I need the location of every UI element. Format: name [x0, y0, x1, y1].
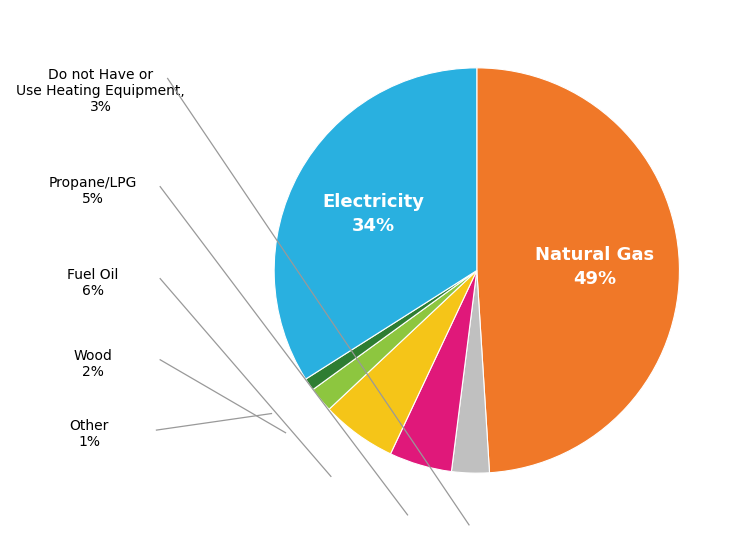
Text: Other
1%: Other 1% — [70, 419, 109, 450]
Text: Natural Gas
49%: Natural Gas 49% — [535, 246, 654, 288]
Wedge shape — [329, 270, 477, 454]
Text: Fuel Oil
6%: Fuel Oil 6% — [68, 268, 118, 298]
Text: Electricity
34%: Electricity 34% — [323, 193, 425, 235]
Text: Propane/LPG
5%: Propane/LPG 5% — [49, 176, 137, 206]
Wedge shape — [477, 68, 679, 473]
Wedge shape — [451, 270, 489, 473]
Wedge shape — [305, 270, 477, 390]
Wedge shape — [313, 270, 477, 409]
Wedge shape — [390, 270, 477, 472]
Wedge shape — [274, 68, 477, 379]
Text: Do not Have or
Use Heating Equipment,
3%: Do not Have or Use Heating Equipment, 3% — [16, 68, 185, 114]
Text: Wood
2%: Wood 2% — [74, 349, 112, 379]
